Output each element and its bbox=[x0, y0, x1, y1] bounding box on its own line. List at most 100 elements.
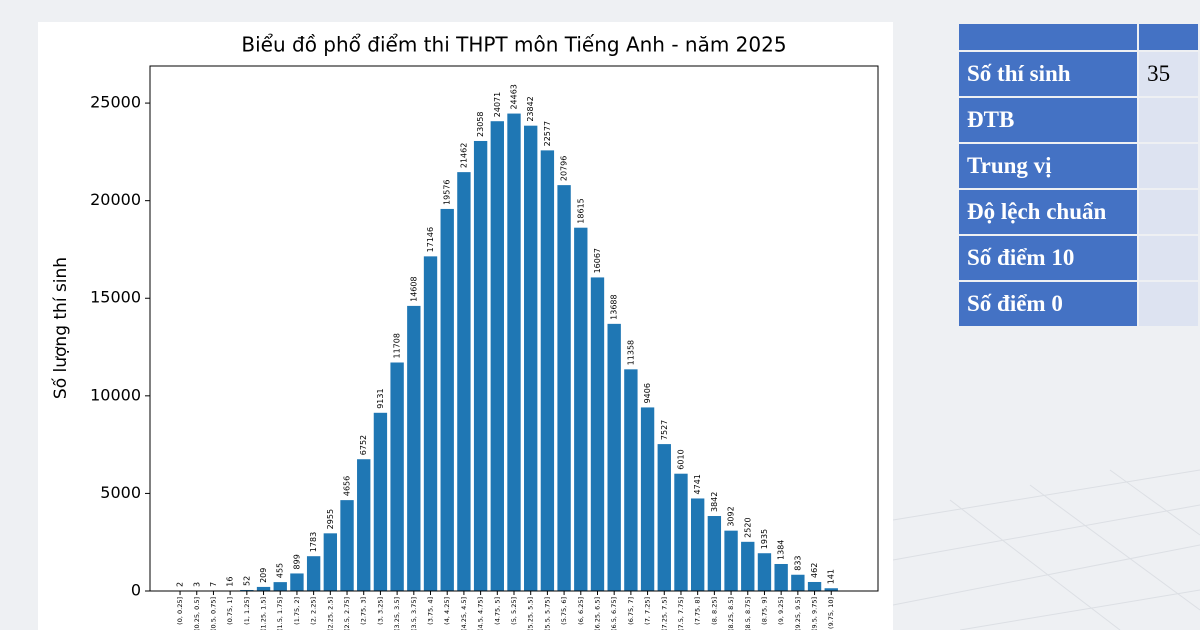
data-label: 9406 bbox=[643, 383, 652, 403]
data-label: 462 bbox=[810, 563, 819, 578]
row-label: Số thí sinh bbox=[959, 52, 1138, 96]
x-tick-label: (0.5, 0.75] bbox=[209, 597, 217, 630]
x-tick-label: (4.5, 4.75] bbox=[477, 597, 485, 630]
y-tick-label: 0 bbox=[131, 581, 141, 600]
bar bbox=[791, 574, 805, 591]
bar bbox=[240, 589, 254, 591]
x-tick-label: (5.5, 5.75] bbox=[543, 597, 551, 630]
data-label: 1935 bbox=[760, 529, 769, 549]
table-row: Trung vị bbox=[959, 144, 1198, 188]
x-tick-label: (8.5, 8.75] bbox=[744, 597, 752, 630]
row-value bbox=[1139, 144, 1198, 188]
data-label: 11358 bbox=[626, 340, 635, 365]
x-tick-label: (2.5, 2.75] bbox=[343, 597, 351, 630]
bar bbox=[423, 256, 438, 591]
data-label: 18615 bbox=[576, 198, 585, 223]
row-label: ĐTB bbox=[959, 98, 1138, 142]
data-label: 11708 bbox=[393, 333, 402, 358]
bar bbox=[824, 588, 838, 591]
row-value bbox=[1139, 98, 1198, 142]
data-label: 17146 bbox=[426, 227, 435, 252]
x-tick-label: (8.25, 8.5] bbox=[727, 597, 735, 630]
bar bbox=[407, 305, 421, 591]
data-label: 23842 bbox=[526, 96, 535, 121]
x-tick-label: (4.25, 4.5] bbox=[460, 597, 468, 630]
bar bbox=[741, 541, 755, 591]
x-tick-label: (2.25, 2.5] bbox=[326, 597, 334, 630]
bar bbox=[390, 362, 404, 591]
data-label: 20796 bbox=[560, 156, 569, 181]
x-tick-label: (8.75, 9] bbox=[760, 597, 768, 625]
x-tick-label: (7.25, 7.5] bbox=[660, 597, 668, 630]
data-label: 3 bbox=[192, 582, 201, 587]
bar bbox=[574, 227, 588, 591]
y-tick-label: 20000 bbox=[90, 190, 141, 209]
data-label: 24071 bbox=[493, 92, 502, 117]
x-tick-label: (1, 1.25] bbox=[243, 597, 251, 625]
header-cell bbox=[1139, 24, 1198, 50]
x-tick-label: (7, 7.25] bbox=[644, 597, 652, 625]
bar bbox=[273, 582, 287, 591]
table-row: Số điểm 10 bbox=[959, 236, 1198, 280]
data-label: 21462 bbox=[459, 143, 468, 168]
y-tick-label: 25000 bbox=[90, 93, 141, 112]
x-tick-label: (7.75, 8] bbox=[694, 597, 702, 625]
bar bbox=[607, 323, 621, 591]
x-tick-label: (2, 2.25] bbox=[310, 597, 318, 625]
x-tick-label: (3.75, 4] bbox=[427, 597, 435, 625]
x-tick-label: (6.25, 6.5] bbox=[593, 597, 601, 630]
bar bbox=[724, 530, 738, 591]
table-header-row bbox=[959, 24, 1198, 50]
data-label: 3842 bbox=[710, 492, 719, 512]
bar bbox=[707, 516, 722, 591]
y-tick-label: 15000 bbox=[90, 288, 141, 307]
chart: Biểu đồ phổ điểm thi THPT môn Tiếng Anh … bbox=[50, 33, 879, 630]
data-label: 16 bbox=[226, 577, 235, 587]
data-label: 9131 bbox=[376, 388, 385, 408]
data-label: 19576 bbox=[443, 179, 452, 204]
bar bbox=[256, 586, 271, 591]
floor-grid bbox=[892, 469, 1200, 630]
x-tick-label: (6.75, 7] bbox=[627, 597, 635, 625]
data-label: 1783 bbox=[309, 532, 318, 552]
data-label: 16067 bbox=[593, 248, 602, 273]
bar bbox=[524, 125, 538, 591]
bar bbox=[557, 185, 571, 591]
data-label: 7527 bbox=[660, 420, 669, 440]
data-label: 899 bbox=[292, 554, 301, 569]
x-tick-label: (1.25, 1.5] bbox=[260, 597, 268, 630]
x-tick-label: (6, 6.25] bbox=[577, 597, 585, 625]
row-value bbox=[1139, 236, 1198, 280]
data-label: 2955 bbox=[326, 509, 335, 529]
table-row: ĐTB bbox=[959, 98, 1198, 142]
bar bbox=[373, 412, 388, 591]
row-label: Độ lệch chuẩn bbox=[959, 190, 1138, 234]
x-tick-label: (3, 3.25] bbox=[376, 597, 384, 625]
x-tick-label: (9.5, 9.75] bbox=[811, 597, 819, 630]
data-label: 14608 bbox=[409, 276, 418, 301]
stats-table: Số thí sinh 35 ĐTB Trung vị Độ lệch chuẩn… bbox=[957, 22, 1200, 328]
data-label: 1384 bbox=[777, 540, 786, 560]
x-tick-label: (8, 8.25] bbox=[710, 597, 718, 625]
bar bbox=[807, 581, 822, 591]
data-label: 2520 bbox=[743, 517, 752, 537]
x-tick-label: (9.75, 10] bbox=[827, 597, 835, 629]
x-tick-label: (0, 0.25] bbox=[176, 597, 184, 625]
bar bbox=[440, 208, 454, 591]
data-label: 455 bbox=[276, 563, 285, 578]
bar bbox=[674, 473, 688, 591]
header-cell bbox=[959, 24, 1138, 50]
bar bbox=[590, 277, 605, 591]
row-value: 35 bbox=[1139, 52, 1198, 96]
data-label: 209 bbox=[259, 568, 268, 583]
x-tick-label: (1.75, 2] bbox=[293, 597, 301, 625]
x-tick-label: (3.25, 3.5] bbox=[393, 597, 401, 630]
data-label: 4656 bbox=[343, 476, 352, 496]
bar bbox=[340, 500, 354, 591]
y-tick-label: 5000 bbox=[100, 483, 141, 502]
data-label: 2 bbox=[176, 582, 185, 587]
row-label: Số điểm 10 bbox=[959, 236, 1138, 280]
bar bbox=[757, 553, 772, 591]
row-label: Số điểm 0 bbox=[959, 282, 1138, 326]
